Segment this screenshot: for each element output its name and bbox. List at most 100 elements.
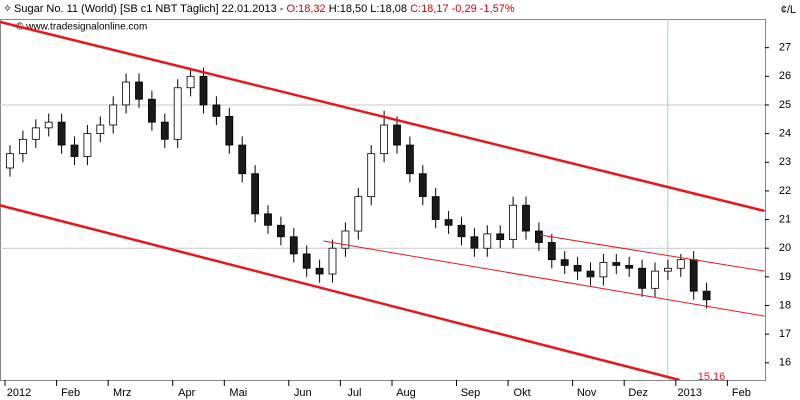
candle-body (367, 153, 376, 198)
candle-body (212, 104, 221, 117)
chart-title: Sugar No. 11 (World) [SB c1 NBT Täglich]… (14, 3, 515, 15)
candle-body (560, 259, 569, 266)
candle-body (702, 290, 711, 301)
candle-body (276, 224, 285, 238)
trendline-label: 15,16 (698, 371, 726, 383)
x-tick-label: Jun (294, 387, 312, 399)
y-tick-label: 27 (779, 42, 791, 54)
y-tick-label: 20 (779, 242, 791, 254)
candle-body (612, 262, 621, 266)
candle-body (586, 270, 595, 278)
candles (6, 67, 711, 309)
candle-body (289, 236, 298, 255)
candle-body (31, 127, 40, 140)
x-tick-label: Aug (396, 387, 416, 399)
trendline (323, 240, 765, 317)
candle-body (547, 242, 556, 261)
candle-body (664, 267, 672, 272)
y-tick-label: 22 (779, 185, 791, 197)
candle-body (405, 144, 414, 175)
trendline (0, 204, 680, 380)
y-tick-label: 19 (779, 271, 791, 283)
y-tick-label: 23 (779, 156, 791, 168)
candle-body (83, 133, 92, 157)
high-low-text: H:18,50 L:18,08 (329, 3, 407, 15)
x-tick-label: Feb (732, 387, 751, 399)
candle-body (135, 81, 143, 100)
candle-body (122, 81, 130, 106)
x-tick-label: Mai (229, 387, 247, 399)
x-tick-label: 2013 (678, 387, 702, 399)
candle-body (444, 219, 453, 226)
candle-body (238, 144, 247, 175)
candle-body (264, 213, 272, 226)
y-tick-label: 21 (779, 213, 791, 225)
y-tick-label: 26 (779, 70, 791, 82)
candle-body (302, 253, 311, 269)
candle-body (18, 138, 27, 155)
y-tick-label: 24 (779, 128, 791, 140)
unit: ¢/L (781, 4, 796, 16)
y-tick-label: 17 (779, 328, 791, 340)
candle-body (689, 259, 698, 292)
candle-body (328, 247, 337, 275)
open-text: O:18,32 (287, 3, 326, 15)
x-tick-label: Mrz (113, 387, 131, 399)
candle-body (6, 153, 14, 169)
close-text: C:18,17 -0,29 -1,57% (410, 3, 515, 15)
y-tick-label: 16 (779, 357, 791, 369)
candle-body (393, 124, 401, 146)
candle-body (160, 121, 169, 140)
x-tick-label: Jul (347, 387, 361, 399)
candle-body (457, 224, 466, 238)
candle-body (380, 124, 389, 155)
candle-body (573, 264, 582, 272)
icon: ✧ (3, 3, 12, 15)
candle-body (44, 121, 53, 129)
title: Sugar No. 11 (World) [SB c1 NBT Täglich]… (14, 3, 284, 15)
y-tick-label: 18 (779, 299, 791, 311)
trendline (540, 234, 765, 272)
candle-body (225, 116, 234, 146)
x-tick-label: Feb (61, 387, 80, 399)
candle-body (251, 173, 260, 215)
candle-body (354, 196, 363, 232)
candle-body (496, 233, 505, 241)
candle-body (315, 267, 324, 275)
trendlines: 15,16 (0, 20, 765, 383)
candle-body (676, 259, 685, 269)
candle-body (186, 75, 195, 89)
candle-body (638, 267, 646, 289)
candle-body (173, 87, 182, 140)
candle-body (341, 230, 350, 249)
candle-body (431, 196, 440, 220)
axes: 16 17 18 19 20 21 22 23 24 25 26 27 2012 Feb Mrz Apr Mai… (4, 42, 791, 399)
candle-body (535, 230, 543, 243)
candle-body (57, 121, 66, 146)
candle-body (109, 104, 118, 126)
x-tick-label: Nov (577, 387, 597, 399)
candle-body (418, 173, 427, 198)
candle-body (483, 233, 492, 249)
candle-body (522, 204, 530, 232)
x-tick-label: Okt (514, 387, 531, 399)
candle-body (96, 124, 105, 135)
y-tick-label: 25 (779, 99, 791, 111)
plot-frame (0, 19, 766, 381)
candle-body (199, 75, 208, 106)
x-tick-label: Dez (628, 387, 648, 399)
candle-body (509, 204, 518, 241)
x-tick-label: Sep (461, 387, 481, 399)
candle-body (470, 236, 479, 249)
source: © www.tradesignalonline.com (16, 22, 147, 33)
trendline (0, 20, 765, 213)
candle-body (70, 144, 79, 157)
x-tick-label: 2012 (7, 387, 31, 399)
x-tick-label: Apr (178, 387, 195, 399)
candle-body (625, 264, 634, 269)
candle-body (147, 98, 156, 123)
candle-body (651, 270, 659, 289)
candle-body (599, 262, 608, 278)
